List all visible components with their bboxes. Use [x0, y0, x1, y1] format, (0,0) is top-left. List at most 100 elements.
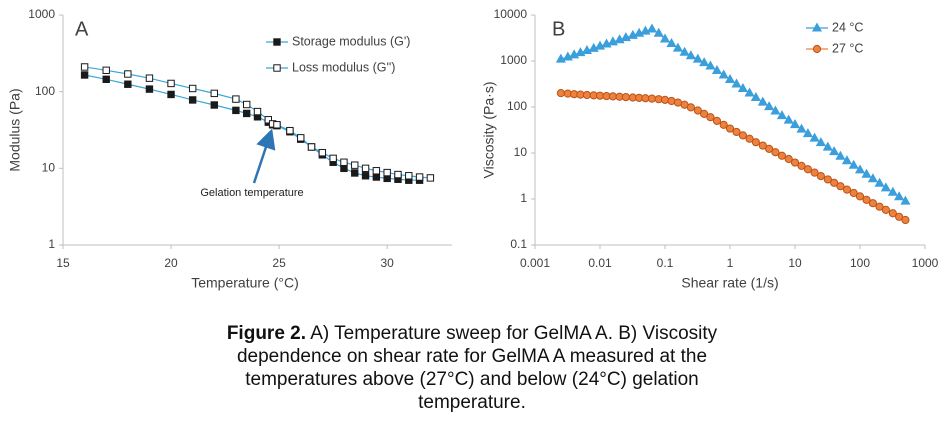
marker — [777, 151, 787, 160]
marker — [705, 60, 716, 70]
caption-text: A) Temperature sweep for GelMA A. B) Vis… — [236, 323, 718, 413]
marker — [841, 155, 853, 165]
marker — [621, 93, 630, 102]
marker — [867, 173, 878, 183]
x-tick-label: 20 — [164, 256, 178, 270]
marker — [102, 75, 110, 83]
marker — [666, 37, 677, 48]
marker — [712, 116, 722, 125]
marker — [784, 154, 793, 164]
marker — [732, 127, 741, 137]
marker — [874, 177, 885, 187]
marker — [751, 138, 760, 147]
legend-label: 27 °C — [832, 41, 863, 55]
marker — [102, 66, 110, 74]
marker — [167, 90, 175, 99]
figure: A B Temperature (°C) Shear rate (1/s) Mo… — [7, 7, 939, 291]
marker — [711, 64, 723, 74]
marker — [725, 124, 735, 133]
marker — [745, 134, 754, 143]
marker — [803, 165, 813, 174]
legend-label: 24 °C — [832, 20, 863, 34]
marker — [810, 168, 819, 177]
marker — [672, 42, 683, 52]
marker — [647, 94, 657, 103]
marker — [790, 158, 800, 167]
marker — [829, 146, 840, 156]
marker — [383, 168, 391, 177]
panel-label: A — [75, 18, 89, 40]
marker — [765, 144, 774, 153]
marker — [394, 170, 402, 179]
y-axis-title: Modulus (Pa) — [7, 88, 23, 171]
marker — [673, 98, 683, 107]
marker — [855, 192, 865, 201]
marker — [145, 74, 154, 82]
marker — [887, 186, 898, 196]
legend-label: Loss modulus (G'') — [292, 60, 395, 74]
marker — [862, 195, 871, 204]
marker — [822, 141, 833, 151]
marker — [758, 141, 767, 150]
marker — [881, 205, 890, 214]
marker — [875, 202, 884, 211]
marker — [646, 23, 658, 33]
marker — [737, 83, 748, 93]
marker — [868, 199, 878, 208]
x-axis-title: Temperature (°C) — [191, 275, 299, 291]
marker — [124, 80, 132, 88]
x-tick-label: 15 — [56, 256, 70, 270]
marker — [854, 164, 866, 174]
marker — [699, 57, 710, 67]
marker — [842, 185, 852, 194]
marker — [731, 78, 742, 88]
marker — [679, 46, 690, 56]
marker — [738, 131, 748, 140]
marker — [242, 100, 251, 109]
y-tick-label: 1 — [520, 191, 527, 205]
marker — [764, 101, 775, 111]
marker — [686, 103, 695, 112]
marker — [188, 84, 197, 93]
caption-label: Figure 2. — [226, 323, 307, 344]
marker — [415, 173, 424, 181]
marker — [802, 128, 813, 138]
marker — [351, 161, 359, 169]
marker — [188, 96, 197, 104]
legend-marker — [273, 38, 281, 46]
marker — [582, 90, 592, 100]
marker — [372, 167, 381, 175]
y-tick-label: 1 — [48, 237, 55, 251]
legend-label: Storage modulus (G') — [292, 34, 410, 48]
marker — [124, 70, 132, 78]
x-tick-label: 30 — [380, 256, 394, 270]
marker — [659, 33, 671, 43]
marker — [80, 71, 89, 79]
y-tick-label: 0.1 — [510, 237, 527, 251]
marker — [145, 85, 154, 93]
marker — [894, 191, 905, 201]
marker — [901, 215, 910, 225]
marker — [232, 106, 240, 115]
marker — [880, 182, 891, 192]
y-tick-label: 1000 — [500, 53, 527, 67]
marker — [719, 120, 728, 129]
legend-marker — [812, 44, 822, 54]
y-tick-label: 1000 — [28, 7, 55, 21]
marker — [318, 148, 327, 157]
marker — [329, 154, 337, 163]
marker — [796, 123, 807, 133]
marker — [835, 150, 846, 160]
annotation: Gelation temperature — [200, 187, 303, 199]
marker — [750, 91, 761, 101]
marker — [744, 87, 755, 97]
marker — [210, 101, 218, 109]
legend-marker — [273, 64, 281, 72]
x-tick-label: 25 — [272, 256, 286, 270]
y-axis-title: Viscosity (Pa·s) — [481, 82, 497, 179]
marker — [242, 109, 251, 118]
marker — [273, 121, 281, 129]
caption: Figure 2. A) Temperature sweep for GelMA… — [200, 322, 744, 414]
marker — [361, 172, 370, 180]
marker — [232, 95, 240, 103]
